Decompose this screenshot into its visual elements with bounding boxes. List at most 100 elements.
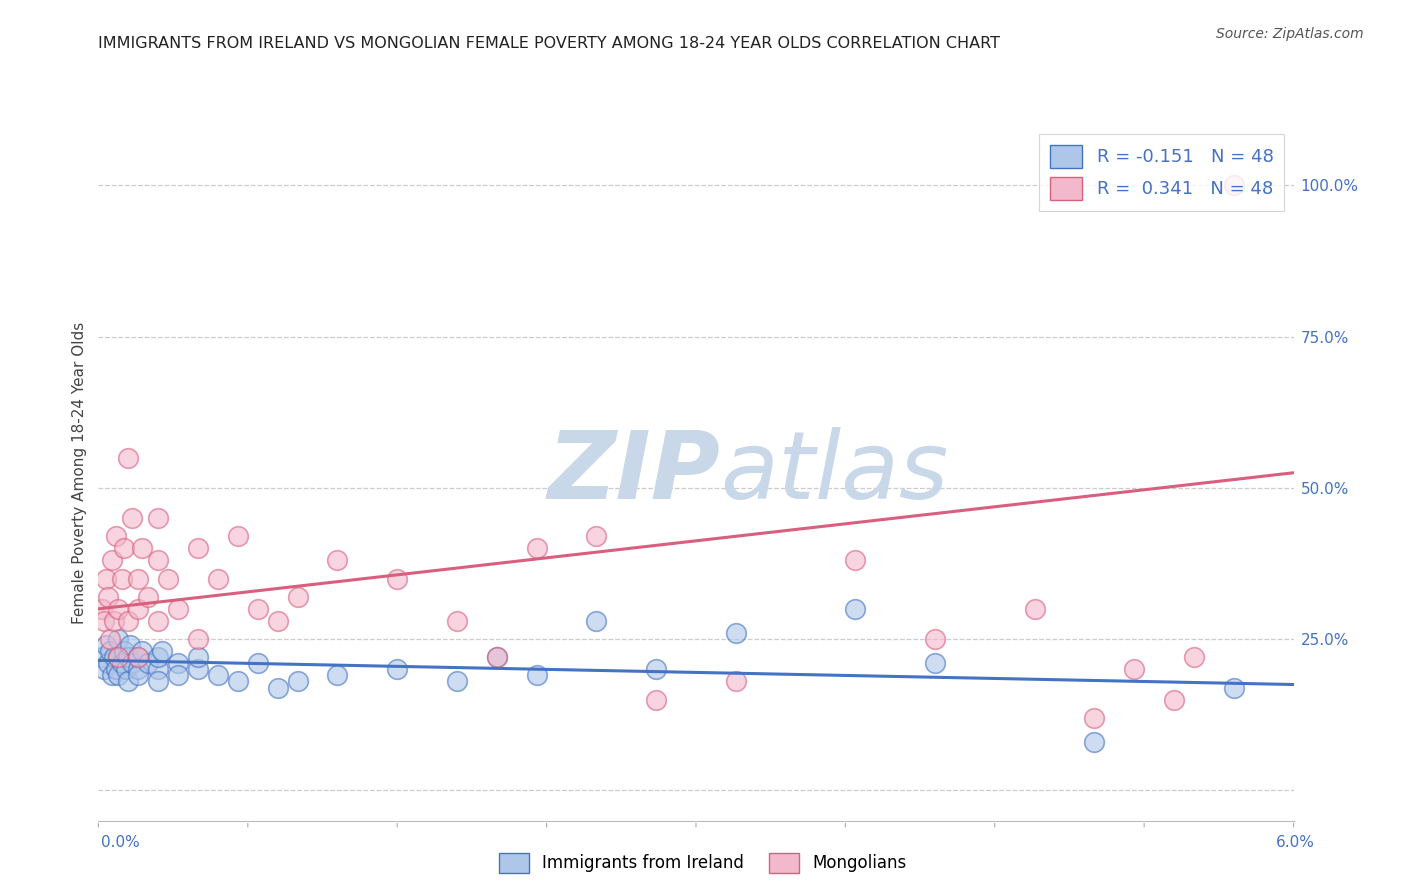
Point xyxy=(148,553,170,567)
Point xyxy=(446,614,468,628)
Point xyxy=(844,602,866,616)
Point xyxy=(148,662,170,676)
Point xyxy=(107,650,129,665)
Point xyxy=(167,657,190,671)
Point xyxy=(326,553,349,567)
Point xyxy=(127,662,149,676)
Point xyxy=(107,668,129,682)
Point xyxy=(127,668,149,682)
Point xyxy=(485,650,508,665)
Point xyxy=(1223,178,1246,193)
Point xyxy=(97,590,120,604)
Legend: Immigrants from Ireland, Mongolians: Immigrants from Ireland, Mongolians xyxy=(492,847,914,880)
Point xyxy=(97,657,120,671)
Point xyxy=(103,614,125,628)
Text: Source: ZipAtlas.com: Source: ZipAtlas.com xyxy=(1216,27,1364,41)
Point xyxy=(1083,711,1105,725)
Point xyxy=(150,644,173,658)
Point xyxy=(844,553,866,567)
Point xyxy=(127,572,149,586)
Point xyxy=(267,614,290,628)
Point xyxy=(1182,650,1205,665)
Point xyxy=(103,650,125,665)
Point xyxy=(115,662,138,676)
Point xyxy=(107,650,129,665)
Point xyxy=(117,450,139,465)
Point xyxy=(585,529,607,543)
Point xyxy=(111,572,134,586)
Point xyxy=(167,602,190,616)
Point xyxy=(120,638,142,652)
Point xyxy=(107,632,129,647)
Point xyxy=(148,614,170,628)
Point xyxy=(117,614,139,628)
Point xyxy=(187,662,209,676)
Point xyxy=(287,674,309,689)
Text: 0.0%: 0.0% xyxy=(101,836,141,850)
Point xyxy=(446,674,468,689)
Point xyxy=(127,650,149,665)
Text: 6.0%: 6.0% xyxy=(1275,836,1315,850)
Point xyxy=(93,662,115,676)
Point xyxy=(287,590,309,604)
Point xyxy=(98,644,122,658)
Point xyxy=(121,511,143,525)
Point xyxy=(105,662,128,676)
Point xyxy=(724,674,747,689)
Point xyxy=(112,541,135,556)
Point xyxy=(326,668,349,682)
Point xyxy=(131,644,153,658)
Point xyxy=(207,572,229,586)
Text: atlas: atlas xyxy=(720,427,948,518)
Point xyxy=(645,692,668,706)
Point xyxy=(924,657,946,671)
Point xyxy=(148,650,170,665)
Point xyxy=(127,650,149,665)
Point xyxy=(96,572,118,586)
Point xyxy=(1123,662,1146,676)
Point xyxy=(107,602,129,616)
Point xyxy=(105,529,128,543)
Point xyxy=(246,657,269,671)
Point xyxy=(167,668,190,682)
Point xyxy=(136,657,159,671)
Point xyxy=(111,657,134,671)
Point xyxy=(187,632,209,647)
Point xyxy=(385,662,409,676)
Point xyxy=(1223,681,1246,695)
Point xyxy=(267,681,290,695)
Point xyxy=(246,602,269,616)
Point xyxy=(485,650,508,665)
Point xyxy=(96,638,118,652)
Point xyxy=(1024,602,1046,616)
Point xyxy=(91,602,114,616)
Point xyxy=(148,511,170,525)
Point xyxy=(91,650,114,665)
Point xyxy=(1163,692,1185,706)
Point xyxy=(645,662,668,676)
Point xyxy=(526,668,548,682)
Point xyxy=(226,674,249,689)
Point xyxy=(127,602,149,616)
Point xyxy=(924,632,946,647)
Text: IMMIGRANTS FROM IRELAND VS MONGOLIAN FEMALE POVERTY AMONG 18-24 YEAR OLDS CORREL: IMMIGRANTS FROM IRELAND VS MONGOLIAN FEM… xyxy=(98,36,1001,51)
Point xyxy=(157,572,180,586)
Legend: R = -0.151   N = 48, R =  0.341   N = 48: R = -0.151 N = 48, R = 0.341 N = 48 xyxy=(1039,134,1285,211)
Point xyxy=(136,590,159,604)
Point xyxy=(101,668,124,682)
Text: ZIP: ZIP xyxy=(547,426,720,519)
Point xyxy=(98,632,122,647)
Point xyxy=(101,553,124,567)
Point xyxy=(207,668,229,682)
Point xyxy=(187,650,209,665)
Point xyxy=(1083,735,1105,749)
Point xyxy=(187,541,209,556)
Point xyxy=(226,529,249,543)
Point xyxy=(148,674,170,689)
Point xyxy=(117,674,139,689)
Y-axis label: Female Poverty Among 18-24 Year Olds: Female Poverty Among 18-24 Year Olds xyxy=(72,322,87,624)
Point xyxy=(131,541,153,556)
Point xyxy=(121,657,143,671)
Point xyxy=(93,614,115,628)
Point xyxy=(385,572,409,586)
